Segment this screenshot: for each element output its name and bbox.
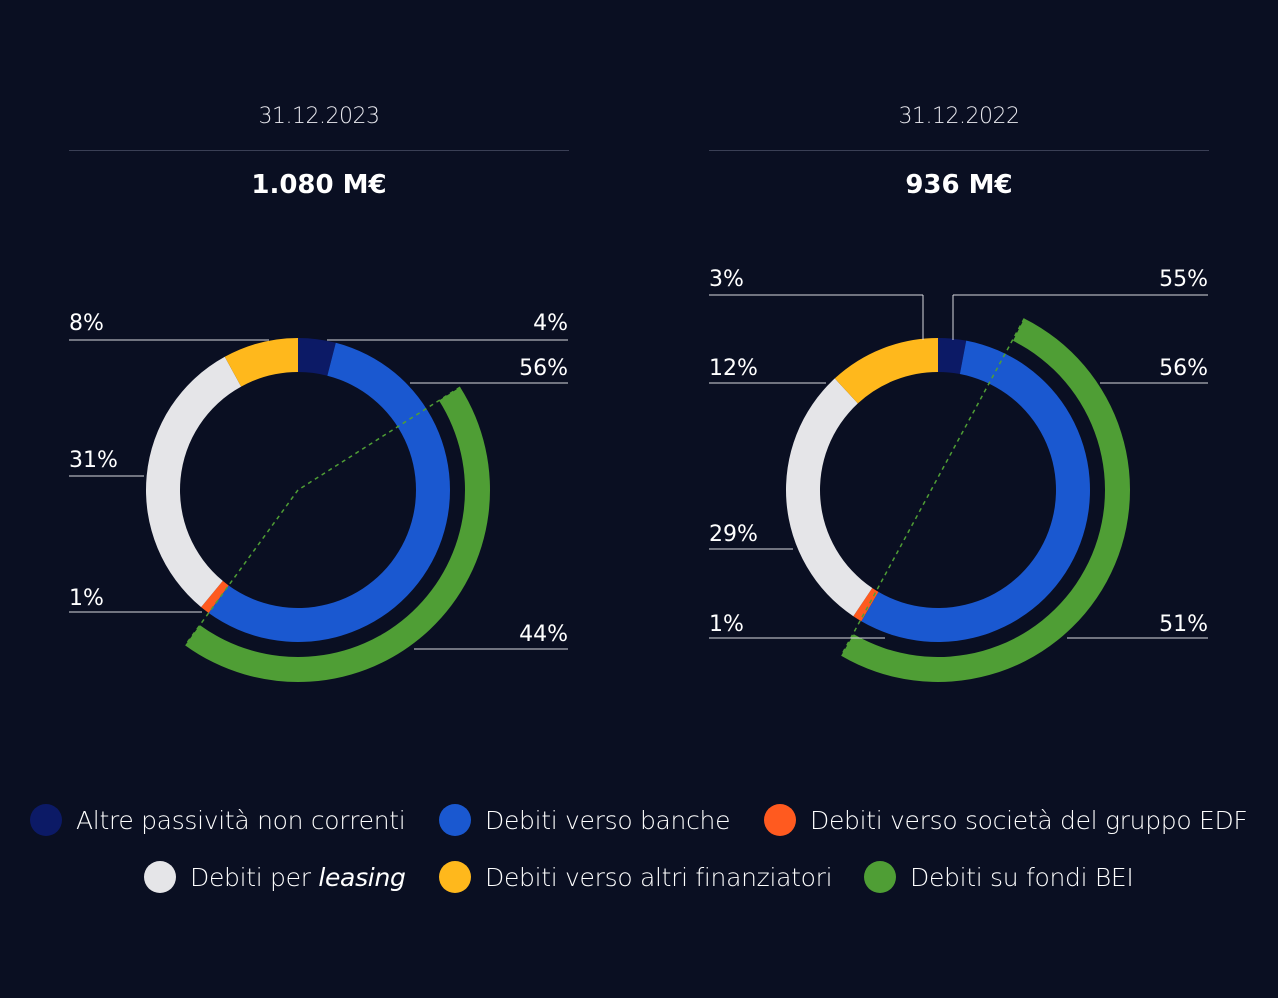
legend-label: Debiti su fondi BEI [910, 862, 1134, 892]
legend-item-bei: Debiti su fondi BEI [864, 861, 1134, 893]
legend-label: Altre passività non correnti [76, 805, 406, 835]
data-label: 29% [709, 522, 758, 547]
data-label: 56% [1159, 356, 1208, 381]
legend-label: Debiti verso altri finanziatori [485, 862, 833, 892]
legend-label: Debiti per leasing [190, 862, 406, 892]
chart-total: 936 M€ [905, 170, 1013, 200]
data-label: 44% [519, 622, 568, 647]
donut-slice-banche [208, 342, 450, 642]
legend-dot [30, 804, 62, 836]
data-label: 31% [69, 448, 118, 473]
legend-dot [764, 804, 796, 836]
data-label: 1% [69, 586, 104, 611]
legend-item-altri-finanziatori: Debiti verso altri finanziatori [439, 861, 833, 893]
donut-slice-altre [938, 338, 967, 375]
legend-label: Debiti verso società del gruppo EDF [810, 805, 1248, 835]
legend-dot [864, 861, 896, 893]
divider [69, 150, 569, 151]
data-label: 3% [709, 267, 744, 292]
legend-label: Debiti verso banche [485, 805, 731, 835]
data-label: 51% [1159, 612, 1208, 637]
data-label: 4% [533, 311, 568, 336]
donut-slice-bei [841, 318, 1131, 683]
donut-slice-altri_fin [224, 338, 298, 387]
donut-chart-2023: 4% 56% 1% 31% 8% 44% [69, 311, 568, 682]
chart-panel-2022: 31.12.2022 936 M€ 3% 56% 1% 29% 12% 51% 55% [709, 0, 1209, 740]
data-label: 55% [1159, 267, 1208, 292]
data-label: 56% [519, 356, 568, 381]
donut-slice-altri_fin [834, 338, 938, 404]
donut-slice-altre [298, 338, 336, 376]
donut-slice-leasing [786, 378, 873, 617]
data-label: 12% [709, 356, 758, 381]
donut-slice-edf [853, 587, 879, 622]
chart-date: 31.12.2022 [898, 104, 1020, 129]
chart-total: 1.080 M€ [251, 170, 387, 200]
legend-item-edf: Debiti verso società del gruppo EDF [764, 804, 1248, 836]
divider [709, 150, 1209, 151]
data-label: 8% [69, 311, 104, 336]
donut-slice-leasing [145, 356, 242, 608]
bei-connector-line [184, 386, 461, 646]
data-label: 1% [709, 612, 744, 637]
chart-date: 31.12.2023 [258, 104, 380, 129]
donut-chart-2022: 3% 56% 1% 29% 12% 51% 55% [709, 267, 1208, 683]
donut-slice-edf [201, 580, 229, 613]
legend-item-altre: Altre passività non correnti [30, 804, 406, 836]
chart-panel-2023: 31.12.2023 1.080 M€ 4% 56% 1% 31% 8% 44% [69, 0, 569, 740]
legend-item-banche: Debiti verso banche [439, 804, 730, 836]
donut-slice-banche [861, 340, 1090, 642]
legend-dot [439, 861, 471, 893]
donut-slice-bei [185, 387, 491, 682]
legend-dot [439, 804, 471, 836]
legend-dot [144, 861, 176, 893]
legend-item-leasing: Debiti per leasing [144, 861, 406, 893]
